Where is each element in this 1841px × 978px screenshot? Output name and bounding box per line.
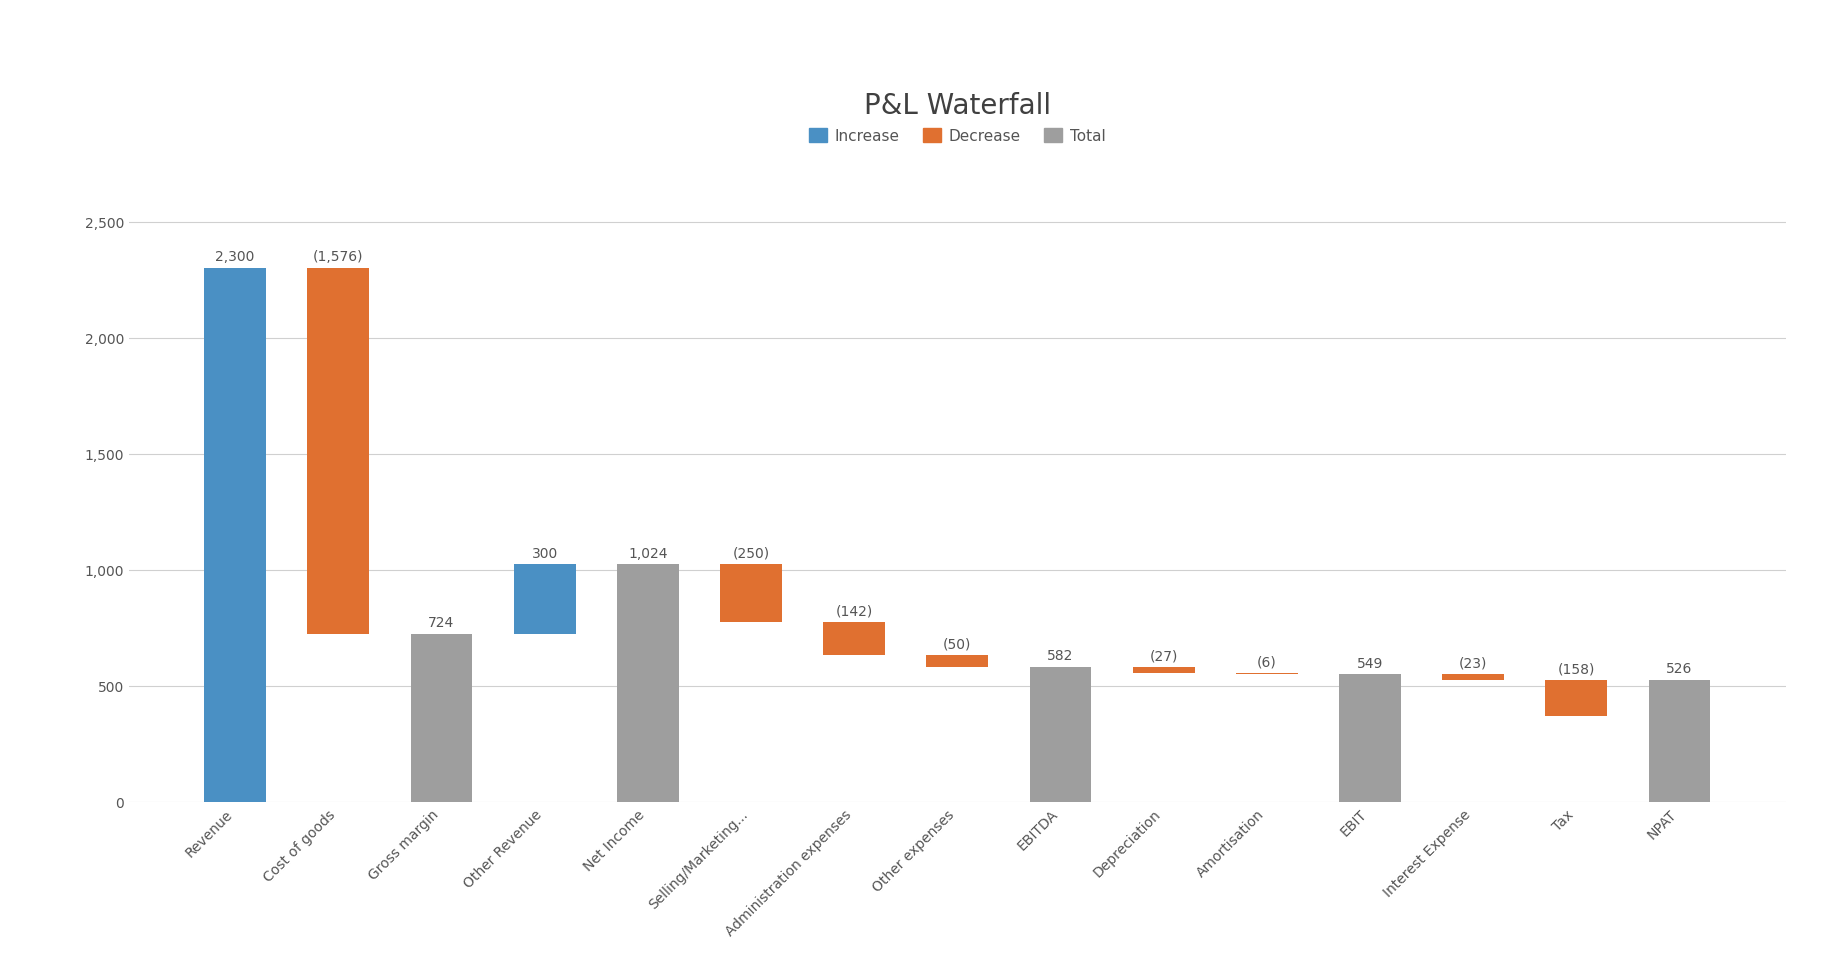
Text: 549: 549 [1357,656,1383,670]
Text: 724: 724 [429,615,455,630]
Text: (158): (158) [1557,661,1594,676]
Bar [1648,680,1710,802]
Text: (1,576): (1,576) [313,250,363,264]
Bar [1029,667,1092,802]
Bar [1338,675,1401,802]
Bar [823,623,886,655]
Bar [514,564,576,634]
Text: 2,300: 2,300 [215,250,254,264]
Bar [926,655,989,667]
Text: (250): (250) [733,546,770,560]
Text: (6): (6) [1257,654,1276,669]
Bar [617,564,679,802]
Bar [1235,673,1298,675]
Bar [307,269,370,634]
Text: 582: 582 [1048,648,1073,662]
Text: 526: 526 [1666,661,1692,676]
Title: P&L Waterfall: P&L Waterfall [863,92,1051,119]
Bar [720,564,782,623]
Bar [1132,667,1195,673]
Text: 300: 300 [532,546,558,560]
Bar [204,269,267,802]
Legend: Increase, Decrease, Total: Increase, Decrease, Total [801,121,1114,152]
Text: (142): (142) [836,603,873,618]
Bar [1442,675,1504,680]
Text: (27): (27) [1149,648,1178,662]
Text: (23): (23) [1458,656,1488,670]
Text: (50): (50) [943,637,972,650]
Bar [411,634,473,802]
Bar [1545,680,1607,717]
Text: 1,024: 1,024 [628,546,668,560]
